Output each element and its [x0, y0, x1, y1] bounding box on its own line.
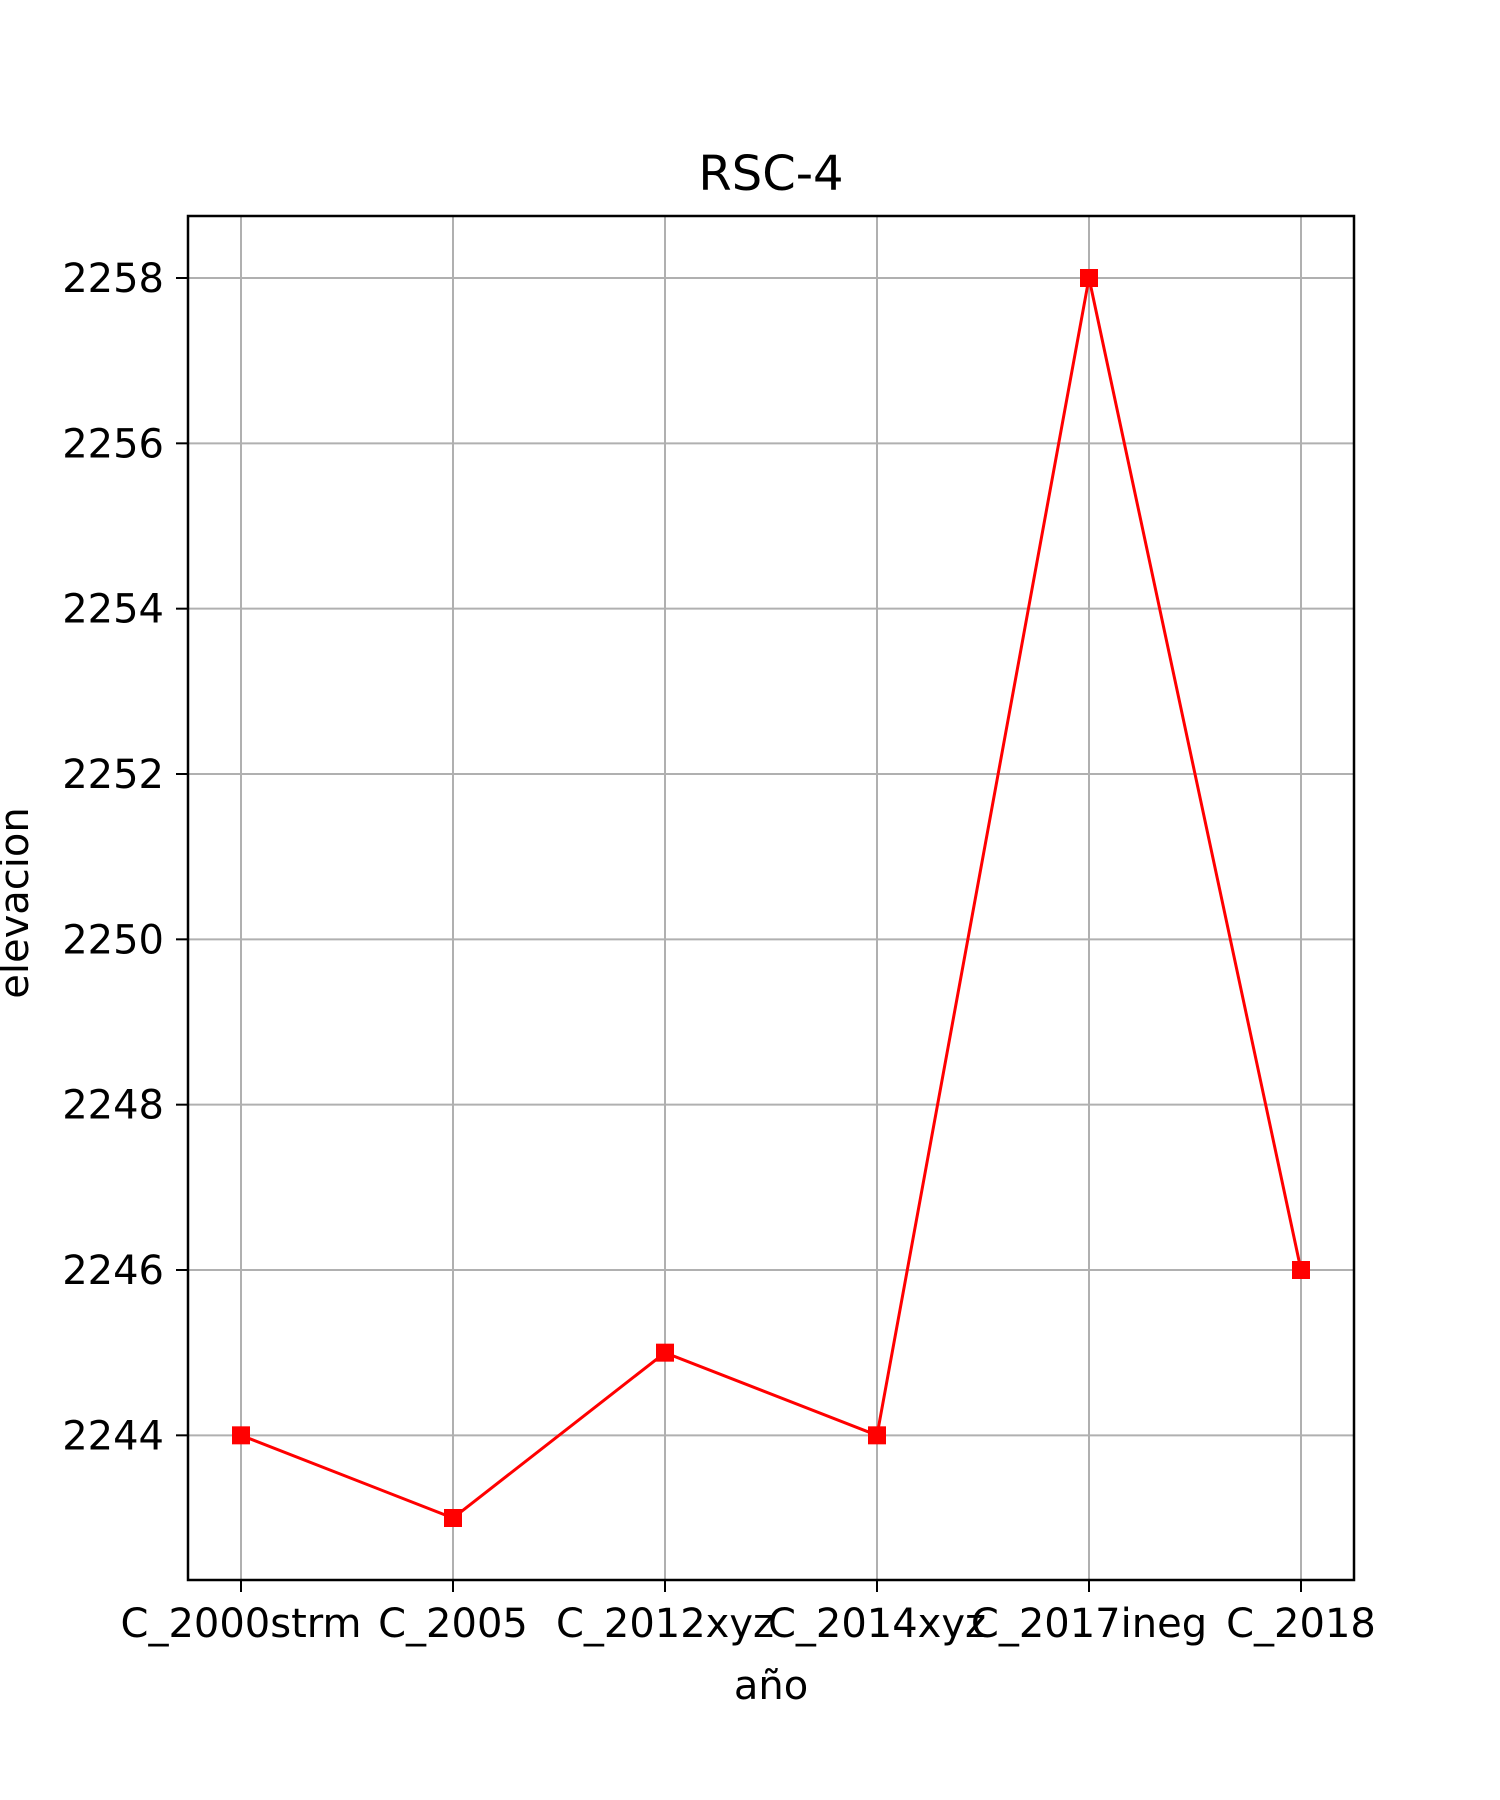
x-tick-label: C_2000strm — [121, 1601, 362, 1647]
x-tick-label: C_2012xyz — [556, 1601, 774, 1647]
y-axis-label: elevacion — [0, 807, 38, 998]
data-point-marker — [444, 1509, 462, 1527]
y-tick-label: 2258 — [62, 256, 164, 302]
plot-area-frame — [186, 214, 1356, 1582]
y-tick-label: 2248 — [62, 1083, 164, 1129]
y-tick-label: 2254 — [62, 587, 164, 633]
data-point-marker — [232, 1426, 250, 1445]
x-tick-label: C_2018 — [1226, 1601, 1376, 1647]
series-line — [240, 277, 1303, 1520]
x-tick-label: C_2014xyz — [768, 1601, 986, 1647]
chart-title: RSC-4 — [698, 146, 843, 202]
y-tick-label: 2256 — [62, 421, 164, 467]
data-point-marker — [1292, 1261, 1310, 1279]
x-axis-label: año — [734, 1663, 808, 1709]
y-tick-label: 2250 — [62, 917, 164, 963]
data-point-marker — [868, 1426, 886, 1445]
x-tick-label: C_2005 — [378, 1601, 528, 1647]
data-point-marker — [1080, 269, 1098, 287]
y-tick-label: 2244 — [62, 1413, 164, 1459]
grid-lines — [188, 216, 1354, 1580]
y-tick-label: 2246 — [62, 1248, 164, 1294]
series-layer — [232, 269, 1310, 1527]
data-point-marker — [656, 1343, 674, 1362]
tick-layer: C_2000strm C_2005 C_2012xyzC_2014xyzC_2017… — [62, 256, 1376, 1647]
x-tick-label: C_2017ineg — [971, 1601, 1207, 1647]
y-tick-label: 2252 — [62, 752, 164, 798]
